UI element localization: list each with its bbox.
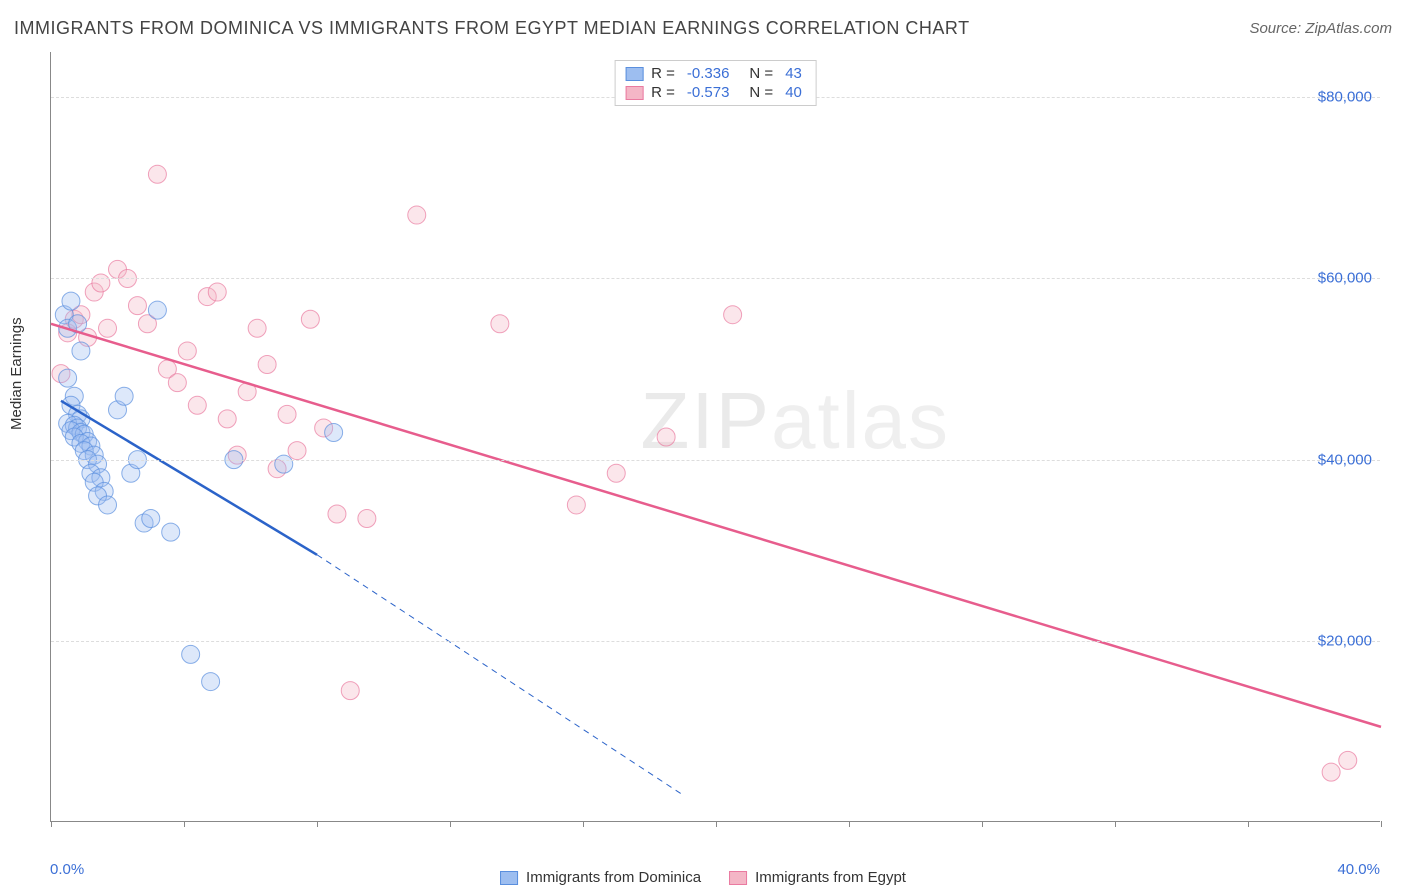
- data-point: [182, 645, 200, 663]
- x-axis-max-label: 40.0%: [1337, 861, 1380, 878]
- data-point: [1322, 763, 1340, 781]
- data-point: [99, 319, 117, 337]
- x-axis-min-label: 0.0%: [50, 861, 84, 878]
- n-label: N =: [749, 84, 773, 101]
- x-tick: [849, 821, 850, 827]
- legend-row-dominica: R = -0.336 N = 43: [625, 65, 806, 82]
- data-point: [657, 428, 675, 446]
- trend-line-extrapolated: [317, 555, 683, 795]
- data-point: [607, 464, 625, 482]
- r-value-egypt: -0.573: [687, 84, 730, 101]
- data-point: [148, 301, 166, 319]
- gridline: [51, 278, 1380, 279]
- data-point: [99, 496, 117, 514]
- data-point: [178, 342, 196, 360]
- legend-label-dominica: Immigrants from Dominica: [526, 869, 701, 886]
- x-tick: [1381, 821, 1382, 827]
- data-point: [301, 310, 319, 328]
- data-point: [72, 342, 90, 360]
- x-tick: [1248, 821, 1249, 827]
- data-point: [408, 206, 426, 224]
- x-tick: [51, 821, 52, 827]
- gridline: [51, 641, 1380, 642]
- data-point: [491, 315, 509, 333]
- legend-row-egypt: R = -0.573 N = 40: [625, 84, 806, 101]
- chart-title: IMMIGRANTS FROM DOMINICA VS IMMIGRANTS F…: [14, 18, 970, 39]
- y-tick-label: $60,000: [1318, 270, 1372, 287]
- x-tick: [982, 821, 983, 827]
- legend-bottom: Immigrants from Dominica Immigrants from…: [500, 869, 906, 886]
- data-point: [288, 442, 306, 460]
- data-point: [188, 396, 206, 414]
- data-point: [168, 374, 186, 392]
- x-tick: [716, 821, 717, 827]
- data-point: [142, 510, 160, 528]
- y-tick-label: $80,000: [1318, 89, 1372, 106]
- swatch-dominica: [625, 67, 643, 81]
- data-point: [341, 682, 359, 700]
- data-point: [128, 297, 146, 315]
- data-point: [275, 455, 293, 473]
- n-label: N =: [749, 65, 773, 82]
- x-tick: [583, 821, 584, 827]
- n-value-egypt: 40: [785, 84, 802, 101]
- y-tick-label: $40,000: [1318, 451, 1372, 468]
- data-point: [92, 274, 110, 292]
- data-point: [59, 369, 77, 387]
- data-point: [358, 510, 376, 528]
- legend-bottom-egypt: Immigrants from Egypt: [729, 869, 906, 886]
- plot-area: ZIPatlas R = -0.336 N = 43 R = -0.573 N …: [50, 52, 1380, 822]
- data-point: [208, 283, 226, 301]
- y-axis-label: Median Earnings: [8, 317, 25, 430]
- y-tick-label: $20,000: [1318, 632, 1372, 649]
- data-point: [115, 387, 133, 405]
- legend-bottom-dominica: Immigrants from Dominica: [500, 869, 701, 886]
- data-point: [258, 356, 276, 374]
- scatter-plot-svg: [51, 52, 1381, 822]
- r-value-dominica: -0.336: [687, 65, 730, 82]
- data-point: [162, 523, 180, 541]
- data-point: [248, 319, 266, 337]
- x-tick: [184, 821, 185, 827]
- data-point: [278, 405, 296, 423]
- x-tick: [450, 821, 451, 827]
- data-point: [567, 496, 585, 514]
- x-tick: [317, 821, 318, 827]
- data-point: [328, 505, 346, 523]
- source-label: Source: ZipAtlas.com: [1249, 20, 1392, 37]
- legend-label-egypt: Immigrants from Egypt: [755, 869, 906, 886]
- data-point: [724, 306, 742, 324]
- legend-correlation-box: R = -0.336 N = 43 R = -0.573 N = 40: [614, 60, 817, 106]
- r-label: R =: [651, 65, 675, 82]
- trend-line: [51, 324, 1381, 727]
- swatch-egypt-icon: [729, 871, 747, 885]
- swatch-dominica-icon: [500, 871, 518, 885]
- r-label: R =: [651, 84, 675, 101]
- data-point: [148, 165, 166, 183]
- data-point: [325, 423, 343, 441]
- x-tick: [1115, 821, 1116, 827]
- data-point: [1339, 751, 1357, 769]
- n-value-dominica: 43: [785, 65, 802, 82]
- data-point: [62, 292, 80, 310]
- title-bar: IMMIGRANTS FROM DOMINICA VS IMMIGRANTS F…: [14, 18, 1392, 39]
- data-point: [218, 410, 236, 428]
- swatch-egypt: [625, 86, 643, 100]
- gridline: [51, 460, 1380, 461]
- data-point: [202, 673, 220, 691]
